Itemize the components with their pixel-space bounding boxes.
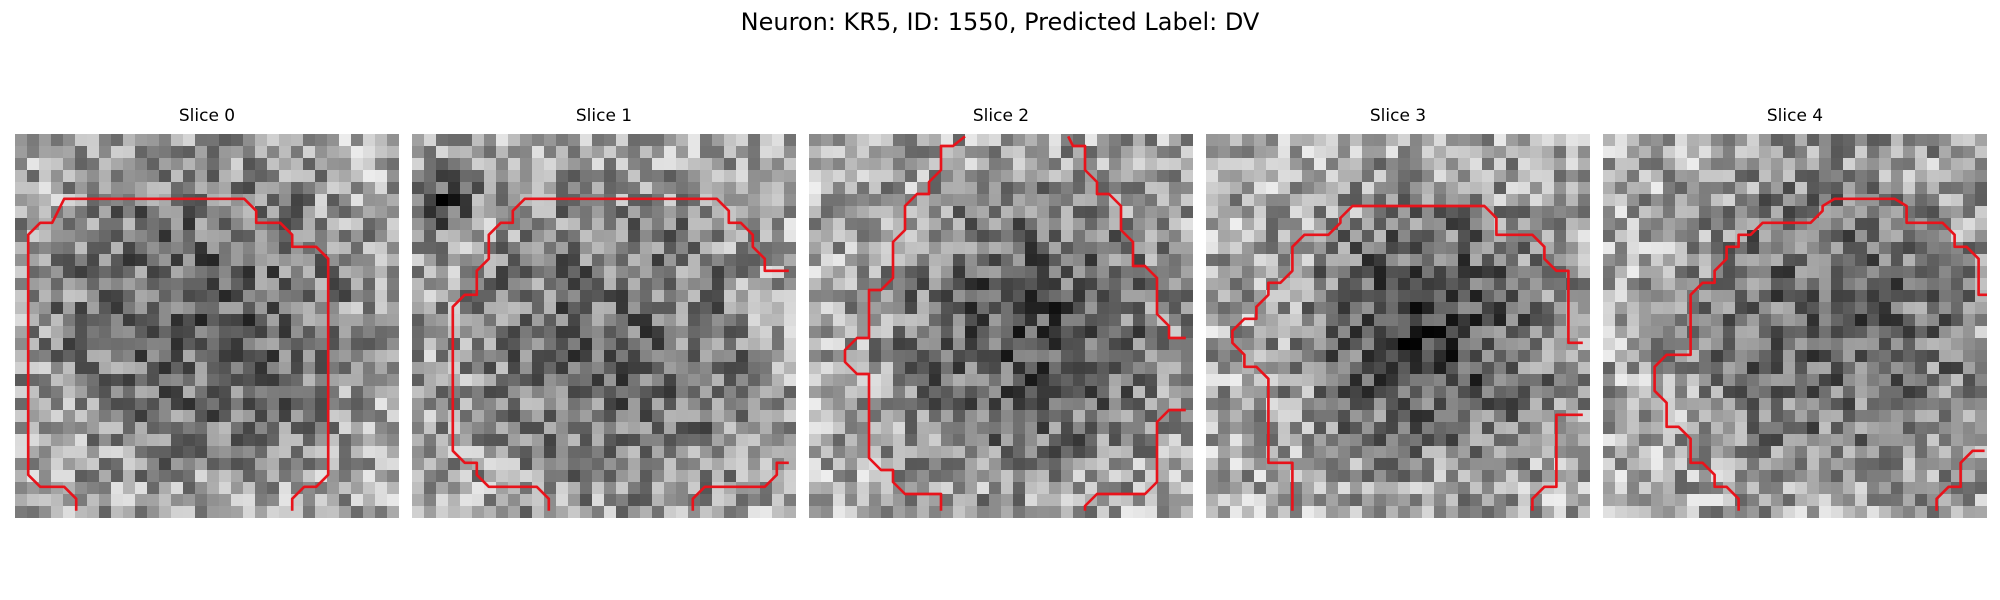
segmentation-contour (1531, 413, 1583, 511)
slice-image-1 (412, 134, 796, 518)
segmentation-contour (1653, 197, 1987, 511)
segmentation-contour (1231, 204, 1583, 511)
segmentation-contour (26, 197, 330, 511)
contour-group (843, 135, 1186, 511)
slice-title-0: Slice 0 (178, 106, 236, 126)
slice-title-3: Slice 3 (1369, 106, 1427, 126)
segmentation-contour (1935, 449, 1985, 511)
slice-image-3 (1206, 134, 1590, 518)
contour-group (1231, 204, 1583, 511)
pixel-grid (1206, 134, 1590, 518)
slice-panel-0: Slice 0 (15, 106, 399, 526)
pixel-grid (15, 134, 399, 518)
slice-title-4: Slice 4 (1766, 106, 1824, 126)
segmentation-contour (843, 135, 966, 511)
segmentation-contour (451, 197, 789, 511)
contour-group (26, 197, 330, 511)
slice-panel-2: Slice 2 (809, 106, 1193, 526)
contour-group (451, 197, 789, 511)
pixel-grid (412, 134, 796, 518)
figure-title: Neuron: KR5, ID: 1550, Predicted Label: … (740, 8, 1260, 36)
pixel-grid (809, 134, 1193, 518)
slice-title-2: Slice 2 (972, 106, 1030, 126)
slice-image-4 (1603, 134, 1987, 518)
segmentation-contour (691, 461, 789, 511)
pixel-grid (1603, 134, 1987, 518)
slice-title-1: Slice 1 (575, 106, 633, 126)
slice-image-2 (809, 134, 1193, 518)
slice-panel-1: Slice 1 (412, 106, 796, 526)
contour-group (1653, 197, 1987, 511)
segmentation-contour (1083, 408, 1186, 511)
slice-panel-3: Slice 3 (1206, 106, 1590, 526)
segmentation-contour (1067, 135, 1186, 340)
slice-image-0 (15, 134, 399, 518)
slice-panel-4: Slice 4 (1603, 106, 1987, 526)
